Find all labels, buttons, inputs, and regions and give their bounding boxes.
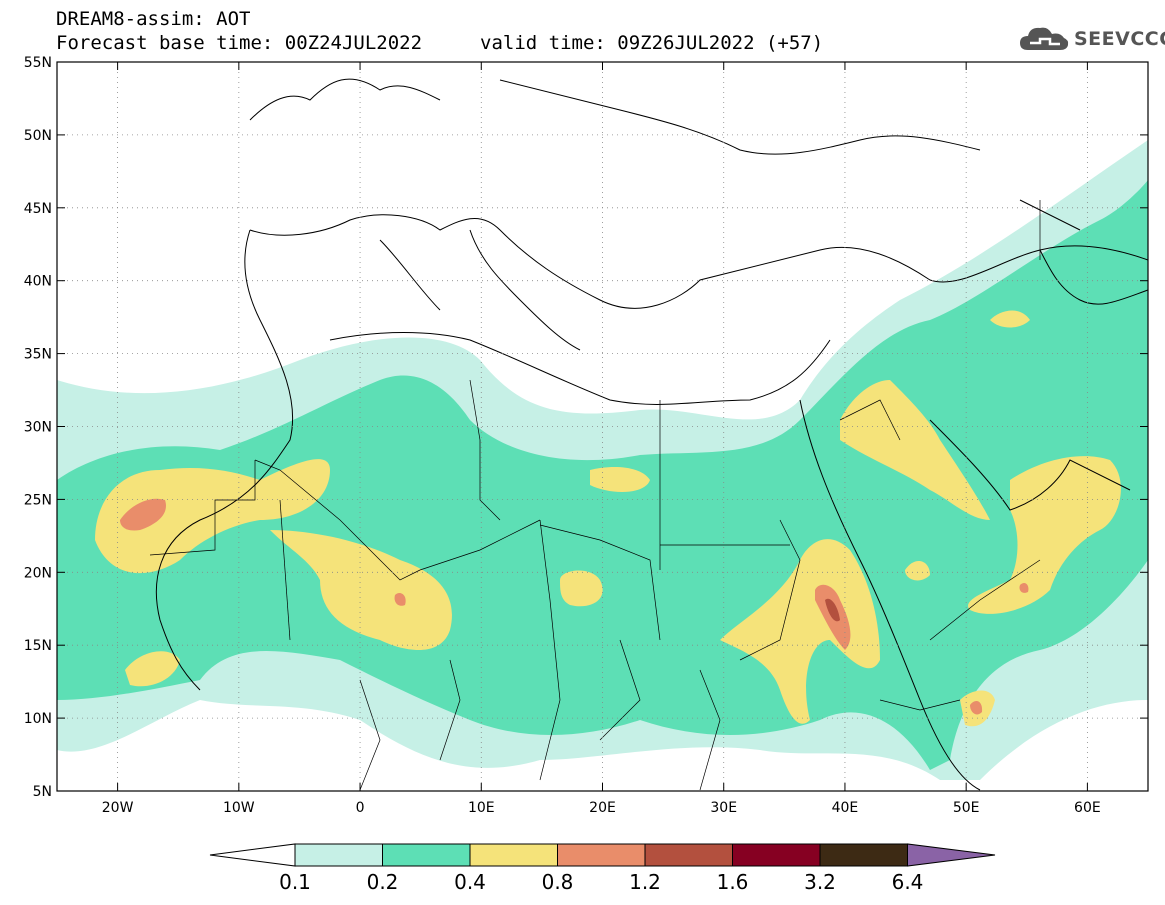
lon-tick-label: 60E: [1074, 800, 1101, 816]
aot-field-1-2: [825, 598, 840, 622]
seevccc-logo: SEEVCCC: [1018, 24, 1165, 54]
lat-tick-label: 30N: [24, 420, 52, 436]
lon-tick-label: 50E: [953, 800, 980, 816]
lat-tick-label: 45N: [24, 201, 52, 217]
lat-tick-label: 35N: [24, 347, 52, 363]
colorbar-segment: [294, 843, 383, 867]
lon-tick-label: 30E: [710, 800, 737, 816]
lat-tick-label: 25N: [24, 492, 52, 508]
colorbar-label: 0.8: [542, 870, 574, 894]
lon-tick-label: 0: [356, 800, 365, 816]
logo-text: SEEVCCC: [1074, 28, 1165, 50]
lat-tick-label: 50N: [24, 128, 52, 144]
aot-field-0-4: [95, 310, 1121, 727]
lat-tick-label: 10N: [24, 711, 52, 727]
colorbar-label: 3.2: [804, 870, 836, 894]
latitude-axis: 5N 10N 15N 20N 25N 30N 35N 40N 45N 50N 55N: [24, 55, 1148, 800]
colorbar-label: 0.2: [367, 870, 399, 894]
longitude-axis: 20W 10W 0 10E 20E 30E 40E 50E 60E: [102, 62, 1101, 816]
colorbar-under-arrow: [209, 843, 296, 867]
lon-tick-label: 10W: [223, 800, 255, 816]
colorbar-over-arrow: [907, 843, 996, 867]
colorbar-label: 0.4: [454, 870, 486, 894]
colorbar-segment: [382, 843, 471, 867]
lat-tick-label: 20N: [24, 565, 52, 581]
country-borders: [149, 200, 1041, 791]
colorbar-label: 1.6: [717, 870, 749, 894]
coastlines-and-borders: [155, 78, 1148, 791]
colorbar-segment: [557, 843, 646, 867]
lat-tick-label: 5N: [33, 784, 52, 800]
lon-tick-label: 10E: [468, 800, 495, 816]
lon-tick-label: 20W: [102, 800, 134, 816]
valid-time: valid time: 09Z26JUL2022 (+57): [480, 32, 824, 54]
lon-tick-label: 40E: [832, 800, 859, 816]
forecast-base-time: Forecast base time: 00Z24JUL2022: [56, 32, 423, 54]
colorbar-segment: [469, 843, 558, 867]
product-title: DREAM8-assim: AOT: [56, 8, 251, 30]
colorbar-label: 1.2: [629, 870, 661, 894]
colorbar-label: 6.4: [892, 870, 924, 894]
aot-fields: [57, 140, 1148, 780]
colorbar-segment: [732, 843, 821, 867]
lat-tick-label: 40N: [24, 274, 52, 290]
lat-tick-label: 15N: [24, 638, 52, 654]
cloud-logo-icon: [1020, 27, 1069, 50]
lon-tick-label: 20E: [589, 800, 616, 816]
colorbar-label: 0.1: [279, 870, 311, 894]
colorbar-segment: [819, 843, 908, 867]
aot-colorbar: 0.1 0.2 0.4 0.8 1.2 1.6 3.2 6.4: [209, 843, 996, 894]
colorbar-segment: [644, 843, 733, 867]
lat-tick-label: 55N: [24, 55, 52, 71]
